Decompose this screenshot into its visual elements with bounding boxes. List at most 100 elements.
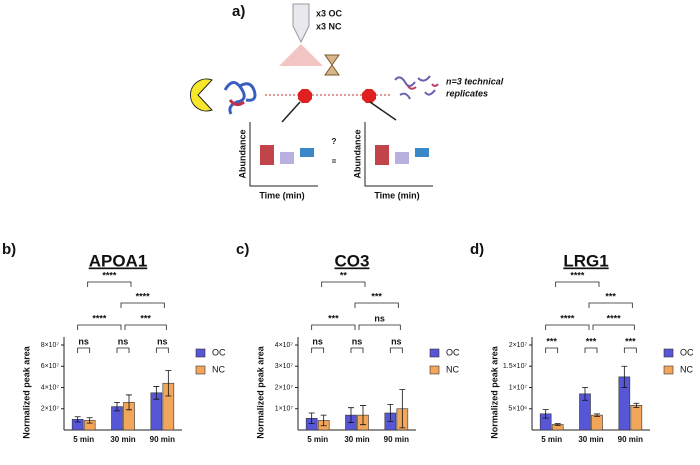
icon-axes (364, 122, 433, 187)
significance-bracket (116, 347, 130, 353)
significance-label: *** (328, 313, 339, 323)
significance-label: **** (102, 270, 117, 280)
legend-label: NC (212, 364, 225, 374)
legend-label: OC (446, 347, 460, 357)
time-point (298, 89, 312, 103)
panel-label: d) (470, 241, 484, 258)
significance-bracket (87, 281, 132, 287)
x-tick-label: 90 min (150, 435, 175, 444)
legend-swatch (195, 348, 206, 358)
significance-label: **** (607, 313, 622, 323)
significance-label: ns (118, 336, 129, 346)
significance-label: ns (391, 336, 402, 346)
y-tick-label: 4×10⁷ (275, 342, 294, 349)
y-tick-label: 2×10⁷ (509, 342, 528, 349)
y-tick-label: 1.5×10⁷ (503, 363, 528, 370)
error-bar (86, 417, 93, 424)
legend-label: OC (680, 347, 694, 357)
significance-bracket (354, 302, 399, 308)
error-bar (554, 423, 561, 426)
icon-box (395, 152, 409, 164)
icon-y-label: Abundance (352, 129, 362, 178)
legend-label: OC (212, 347, 226, 357)
significance-label: **** (92, 313, 107, 323)
significance-bracket (358, 324, 401, 330)
error-bar (582, 387, 588, 401)
significance-bracket (77, 324, 122, 330)
x-tick-label: 90 min (618, 435, 643, 444)
significance-bracket (350, 347, 364, 353)
significance-label: ns (78, 336, 89, 346)
chart-title: LRG1 (563, 251, 608, 270)
diagram: a) x3 OC x3 NC n=3 technical replicates … (190, 3, 504, 200)
error-bar (594, 413, 600, 417)
replicates-label: n=3 technical (446, 76, 504, 86)
chart-title: CO3 (335, 251, 370, 270)
error-bar (399, 389, 406, 429)
significance-bracket (321, 281, 366, 287)
legend-label: NC (446, 364, 459, 374)
significance-label: *** (586, 336, 597, 346)
legend-swatch (195, 365, 206, 375)
significance-bracket (155, 347, 169, 353)
arrow (369, 101, 397, 121)
chart-title: APOA1 (89, 251, 148, 270)
error-bar (74, 416, 81, 423)
icon-box (300, 148, 314, 157)
protein (228, 99, 245, 107)
question-mark: ? (332, 137, 337, 146)
error-bar (320, 414, 327, 427)
significance-label: *** (140, 313, 151, 323)
error-bar (633, 402, 640, 408)
droplet-cone (279, 44, 323, 66)
significance-label: *** (546, 336, 557, 346)
legend-swatch (663, 365, 674, 375)
icon-box (415, 148, 429, 157)
significance-bracket (592, 324, 635, 330)
icon-box (260, 145, 274, 165)
tube (292, 3, 310, 44)
x-tick-label: 30 min (344, 435, 369, 444)
significance-label: ns (157, 336, 168, 346)
y-tick-label: 5×10⁶ (508, 406, 527, 413)
significance-label: **** (570, 270, 585, 280)
icon-box (375, 145, 389, 165)
legend-swatch (429, 365, 440, 375)
fragments (394, 75, 436, 100)
y-tick-label: 2×10⁷ (41, 406, 60, 413)
protein (223, 81, 257, 115)
significance-label: ns (312, 336, 323, 346)
error-bar (126, 394, 132, 411)
significance-bracket (124, 324, 167, 330)
time-point (362, 89, 376, 103)
legend-swatch (663, 348, 674, 358)
error-bar (360, 405, 366, 426)
error-bar (621, 365, 628, 388)
significance-bracket (584, 347, 598, 353)
significance-bracket (311, 347, 325, 353)
x-tick-label: 30 min (578, 435, 603, 444)
y-axis-label: Normalized peak area (21, 345, 31, 439)
boxplot-icon: Abundance Time (min) (352, 122, 433, 200)
y-tick-label: 3×10⁷ (275, 363, 294, 370)
significance-bracket (77, 347, 91, 353)
significance-bracket (389, 347, 403, 353)
significance-bracket (545, 324, 590, 330)
error-bar (153, 386, 160, 400)
tube-label: x3 NC (316, 21, 342, 31)
bar (591, 414, 603, 431)
x-tick-label: 5 min (307, 435, 328, 444)
replicates-label: replicates (446, 88, 488, 98)
significance-bracket (545, 347, 559, 353)
panel-label: a) (232, 3, 245, 20)
significance-label: ns (352, 336, 363, 346)
significance-label: **** (560, 313, 575, 323)
significance-label: ns (374, 313, 385, 323)
y-axis-label: Normalized peak area (489, 345, 499, 439)
y-tick-label: 8×10⁷ (41, 342, 60, 349)
equals-sign: = (332, 157, 337, 166)
error-bar (165, 370, 172, 397)
significance-bracket (623, 347, 637, 353)
significance-label: *** (605, 291, 616, 301)
